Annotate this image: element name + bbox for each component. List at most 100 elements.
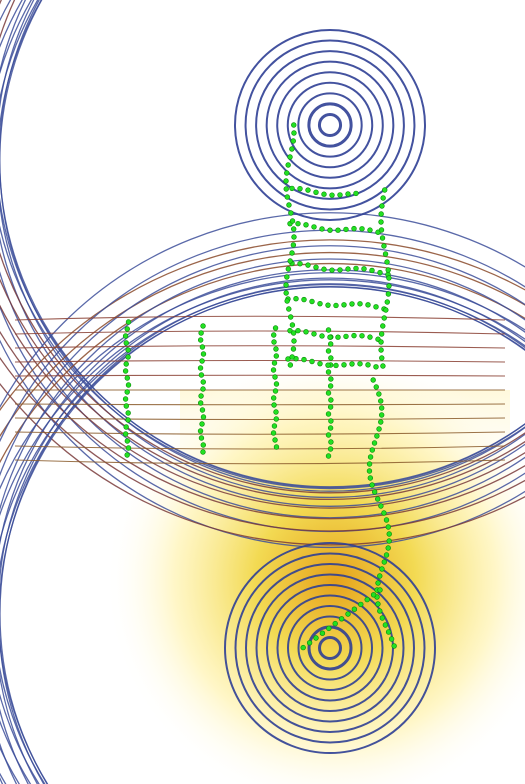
tracer-point (366, 468, 373, 474)
tracer-point (300, 644, 306, 651)
tracer-point (379, 355, 385, 361)
tracer-point (197, 400, 204, 406)
tracer-point (273, 416, 279, 422)
tracer-point (379, 566, 385, 572)
tracer-point (283, 290, 289, 296)
tracer-point (327, 341, 334, 347)
field-line (0, 0, 525, 500)
tracer-points (122, 122, 397, 651)
field-line-center (14, 315, 506, 321)
tracer-point (200, 379, 206, 385)
tracer-point (327, 404, 334, 410)
tracer-point (361, 266, 367, 272)
tracer-point (283, 178, 289, 184)
field-line (0, 245, 525, 784)
tracer-point (287, 258, 293, 264)
tracer-point (272, 325, 279, 331)
tracer-point (382, 622, 389, 628)
field-line-center (14, 374, 506, 377)
tracer-point (380, 195, 386, 201)
tracer-point (381, 315, 387, 321)
tracer-point (329, 267, 335, 273)
tracer-point (357, 301, 363, 307)
vortex-ring (234, 29, 426, 221)
tracer-point (353, 190, 359, 197)
tracer-point (333, 302, 339, 309)
tracer-point (337, 192, 343, 198)
field-line (0, 0, 525, 498)
tracer-point (285, 266, 292, 272)
field-line (0, 272, 525, 784)
tracer-point (376, 426, 382, 432)
vortex-ring (276, 594, 384, 702)
tracer-point (325, 348, 332, 354)
field-line-center (14, 330, 506, 335)
field-line (0, 277, 525, 784)
tracer-point (385, 524, 392, 530)
tracer-point (305, 187, 311, 193)
vortex-ring (265, 60, 395, 190)
field-line (0, 382, 525, 546)
tracer-point (270, 430, 277, 436)
upper-vortex (234, 29, 426, 221)
tracer-point (367, 475, 374, 481)
tracer-point (386, 531, 392, 537)
tracer-point (377, 587, 383, 593)
tracer-point (385, 267, 391, 273)
tracer-point (325, 362, 331, 368)
tracer-point (289, 322, 296, 328)
tracer-point (271, 339, 277, 345)
tracer-point (326, 625, 332, 632)
tracer-point (332, 620, 338, 627)
tracer-point (125, 445, 132, 451)
tracer-point (125, 319, 132, 325)
tracer-point (125, 410, 131, 416)
tracer-point (328, 376, 334, 382)
field-line (0, 0, 525, 488)
tracer-point (289, 250, 295, 256)
tracer-point (125, 417, 131, 423)
field-line (0, 0, 525, 492)
tracer-point (349, 361, 355, 367)
tracer-point (328, 355, 334, 361)
tracer-point (373, 304, 379, 310)
tracer-point (328, 397, 334, 403)
field-line (0, 0, 525, 519)
tracer-point (383, 307, 389, 313)
tracer-point (325, 390, 332, 396)
field-line (0, 304, 525, 509)
tracer-point (313, 264, 319, 270)
heat-glow (105, 350, 525, 784)
tracer-point (388, 636, 395, 642)
tracer-point (313, 189, 319, 195)
tracer-point (271, 423, 278, 429)
tracer-point (379, 615, 386, 621)
field-line-center (14, 445, 506, 450)
tracer-point (271, 360, 278, 366)
tracer-point (335, 334, 341, 340)
tracer-point (305, 262, 311, 268)
tracer-point (358, 601, 364, 608)
tracer-point (379, 203, 385, 209)
tracer-point (122, 431, 129, 437)
tracer-point (122, 396, 129, 402)
tracer-point (345, 266, 351, 272)
vortex-ring (255, 573, 405, 723)
tracer-point (124, 438, 131, 444)
tracer-point (123, 424, 129, 430)
tracer-point (125, 382, 132, 388)
tracer-point (333, 362, 339, 369)
tracer-point (291, 130, 297, 136)
tracer-point (337, 267, 343, 273)
tracer-point (367, 334, 373, 340)
field-line (0, 330, 525, 520)
tracer-point (343, 333, 349, 340)
heat-field (105, 350, 525, 784)
tracer-point (273, 444, 280, 450)
tracer-point (122, 368, 129, 374)
tracer-point (125, 354, 131, 360)
tracer-point (271, 332, 277, 338)
tracer-point (377, 608, 383, 614)
vortex-ring (286, 81, 374, 169)
